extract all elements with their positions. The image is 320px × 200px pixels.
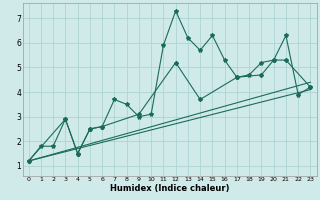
X-axis label: Humidex (Indice chaleur): Humidex (Indice chaleur) xyxy=(110,184,229,193)
